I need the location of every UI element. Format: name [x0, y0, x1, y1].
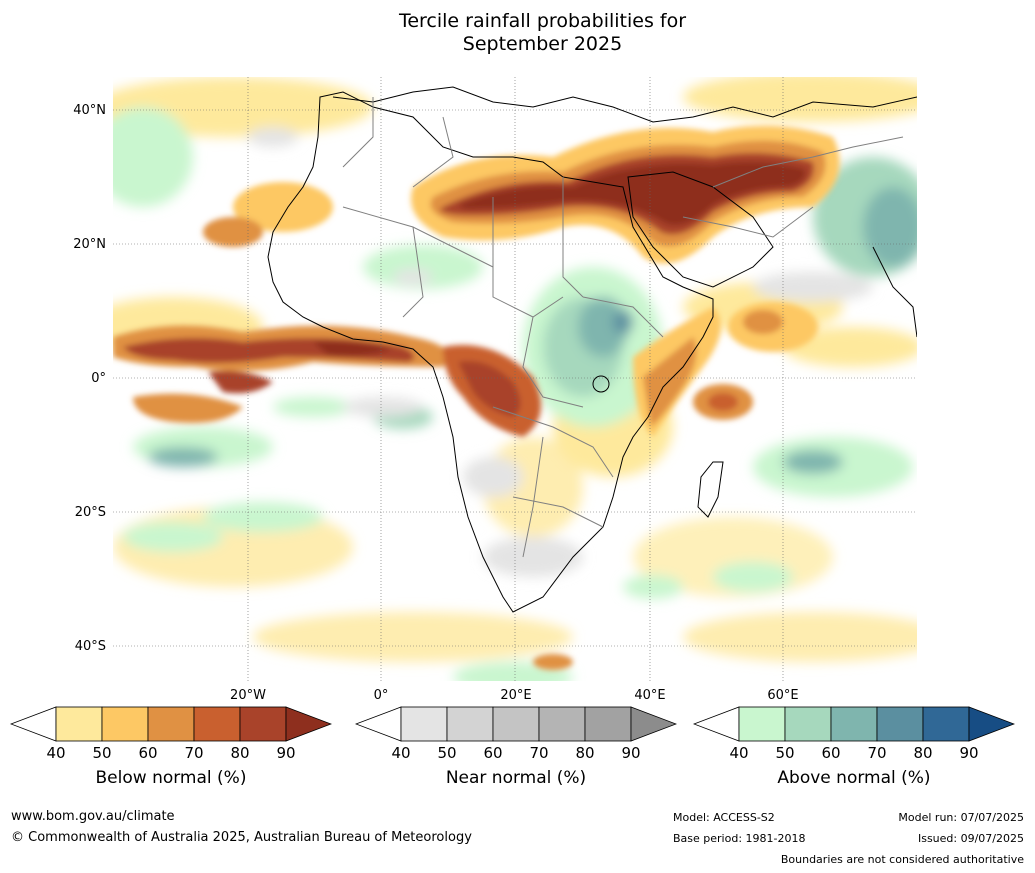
- colorbar-swatch-right-arrow: [630, 706, 678, 742]
- colorbar-swatch-right-arrow: [968, 706, 1016, 742]
- cbar2-tick-60: 60: [821, 744, 841, 762]
- cbar2-tick-50: 50: [775, 744, 795, 762]
- cbar0-tick-70: 70: [184, 744, 204, 762]
- copyright-text: © Commonwealth of Australia 2025, Austra…: [11, 830, 472, 845]
- colorbar-swatch: [738, 706, 786, 742]
- cbar1-tick-70: 70: [529, 744, 549, 762]
- colorbar-near-normal-svg: [354, 706, 678, 742]
- colorbar-near-normal: [354, 706, 678, 742]
- chart-title: Tercile rainfall probabilities for Septe…: [0, 10, 1035, 56]
- cbar0-tick-80: 80: [230, 744, 250, 762]
- colorbar-above-normal: [692, 706, 1016, 742]
- cbar1-tick-80: 80: [575, 744, 595, 762]
- cbar2-tick-40: 40: [729, 744, 749, 762]
- lon-label-20w: 20°W: [230, 688, 266, 703]
- colorbar-swatch-left-arrow: [9, 706, 57, 742]
- coastlines: [267, 86, 917, 613]
- cbar1-tick-50: 50: [437, 744, 457, 762]
- colorbar-swatch: [446, 706, 494, 742]
- cbar2-tick-80: 80: [913, 744, 933, 762]
- lon-label-20e: 20°E: [500, 688, 532, 703]
- lat-label-20n: 20°N: [73, 237, 106, 252]
- colorbar-swatch: [55, 706, 103, 742]
- colorbar-swatch: [876, 706, 924, 742]
- title-line-2: September 2025: [462, 33, 623, 55]
- website-link[interactable]: www.bom.gov.au/climate: [11, 809, 175, 824]
- lat-label-40n: 40°N: [73, 103, 106, 118]
- colorbar-swatch: [922, 706, 970, 742]
- lon-label-0: 0°: [373, 688, 389, 703]
- colorbar-swatch: [492, 706, 540, 742]
- cbar2-tick-90: 90: [959, 744, 979, 762]
- lon-label-40e: 40°E: [634, 688, 666, 703]
- cbar1-tick-90: 90: [621, 744, 641, 762]
- title-line-1: Tercile rainfall probabilities for: [398, 10, 687, 32]
- colorbar-swatch: [784, 706, 832, 742]
- colorbar-swatch: [584, 706, 632, 742]
- cbar0-tick-50: 50: [92, 744, 112, 762]
- lat-label-20s: 20°S: [74, 505, 106, 520]
- base-period-text: Base period: 1981-2018: [673, 832, 806, 845]
- colorbar-swatch-left-arrow: [354, 706, 402, 742]
- cbar1-tick-60: 60: [483, 744, 503, 762]
- country-boundaries: [342, 97, 904, 558]
- cbar0-tick-60: 60: [138, 744, 158, 762]
- lat-label-equator: 0°: [91, 371, 106, 386]
- colorbar-swatch: [400, 706, 448, 742]
- graticule: [113, 77, 917, 681]
- colorbar-above-normal-label: Above normal (%): [777, 768, 931, 788]
- colorbar-below-normal-svg: [9, 706, 333, 742]
- colorbar-swatch-right-arrow: [285, 706, 333, 742]
- colorbar-swatch: [830, 706, 878, 742]
- issued-text: Issued: 09/07/2025: [917, 832, 1024, 845]
- cbar2-tick-70: 70: [867, 744, 887, 762]
- lon-label-60e: 60°E: [767, 688, 799, 703]
- colorbar-swatch: [147, 706, 195, 742]
- colorbar-below-normal-label: Below normal (%): [95, 768, 247, 788]
- colorbar-swatch: [101, 706, 149, 742]
- colorbar-below-normal: [9, 706, 333, 742]
- model-text: Model: ACCESS-S2: [673, 811, 775, 824]
- cbar0-tick-90: 90: [276, 744, 296, 762]
- cbar1-tick-40: 40: [391, 744, 411, 762]
- colorbar-swatch-left-arrow: [692, 706, 740, 742]
- colorbar-near-normal-label: Near normal (%): [445, 768, 587, 788]
- rainfall-probability-map: [113, 77, 917, 681]
- colorbar-above-normal-svg: [692, 706, 1016, 742]
- lat-label-40s: 40°S: [74, 639, 106, 654]
- colorbar-swatch: [193, 706, 241, 742]
- colorbar-swatch: [239, 706, 287, 742]
- cbar0-tick-40: 40: [46, 744, 66, 762]
- disclaimer-text: Boundaries are not considered authoritat…: [780, 853, 1024, 866]
- map-svg: [113, 77, 917, 681]
- model-run-text: Model run: 07/07/2025: [898, 811, 1024, 824]
- colorbar-swatch: [538, 706, 586, 742]
